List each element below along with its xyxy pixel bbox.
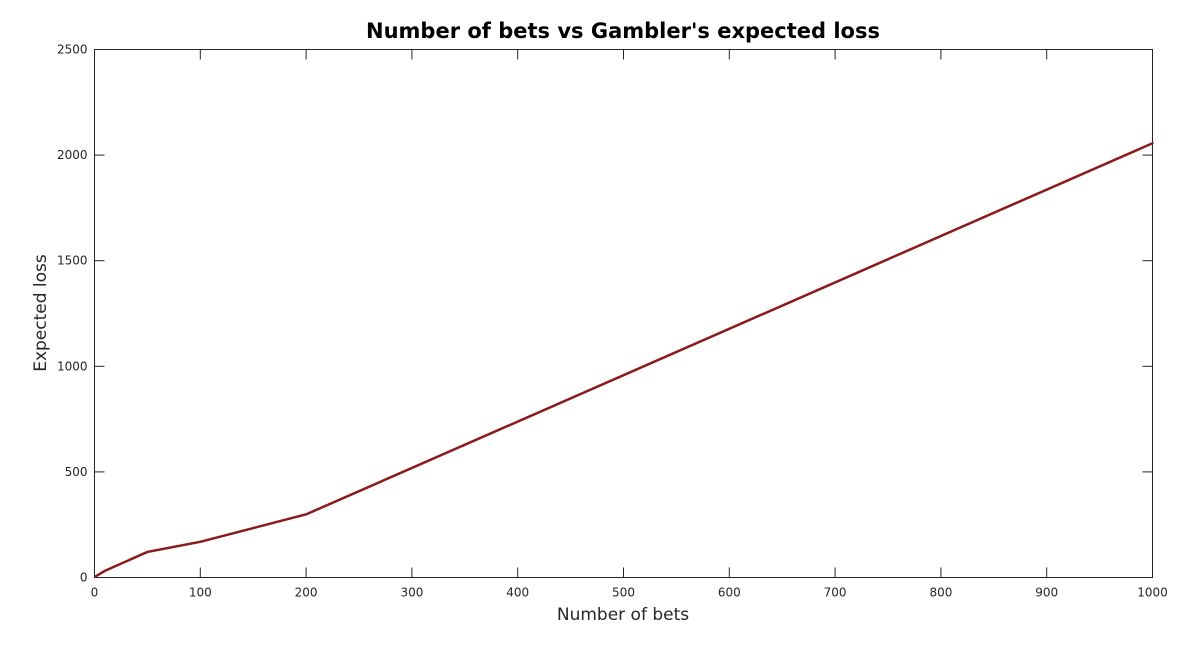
x-tick-label: 900 [1035,586,1058,600]
x-tick-label: 600 [718,586,741,600]
x-tick-label: 700 [824,586,847,600]
x-tick-label: 400 [506,586,529,600]
x-tick-labels: 0 100 200 300 400 500 600 700 800 900 1000 [91,586,1168,600]
x-tick-label: 200 [295,586,318,600]
y-tick-label: 500 [65,465,88,479]
x-axis-label: Number of bets [557,605,689,625]
y-tick-label: 1000 [57,359,88,373]
x-tick-label: 100 [189,586,212,600]
series-line [94,142,1154,578]
x-tick-label: 1000 [1137,586,1168,600]
y-tick-labels: 0 500 1000 1500 2000 2500 [57,43,88,585]
y-axis-label: Expected loss [31,254,51,372]
y-tick-label: 2000 [57,148,88,162]
x-tick-label: 300 [400,586,423,600]
y-tick-label: 2500 [57,43,88,57]
x-tick-label: 800 [929,586,952,600]
y-tick-label: 1500 [57,254,88,268]
x-tick-label: 0 [91,586,99,600]
tick-marks [94,49,1153,578]
x-tick-label: 500 [612,586,635,600]
chart-title: Number of bets vs Gambler's expected los… [366,19,880,43]
plot-frame [94,49,1153,578]
y-tick-label: 0 [80,571,88,585]
series-group [94,142,1154,578]
